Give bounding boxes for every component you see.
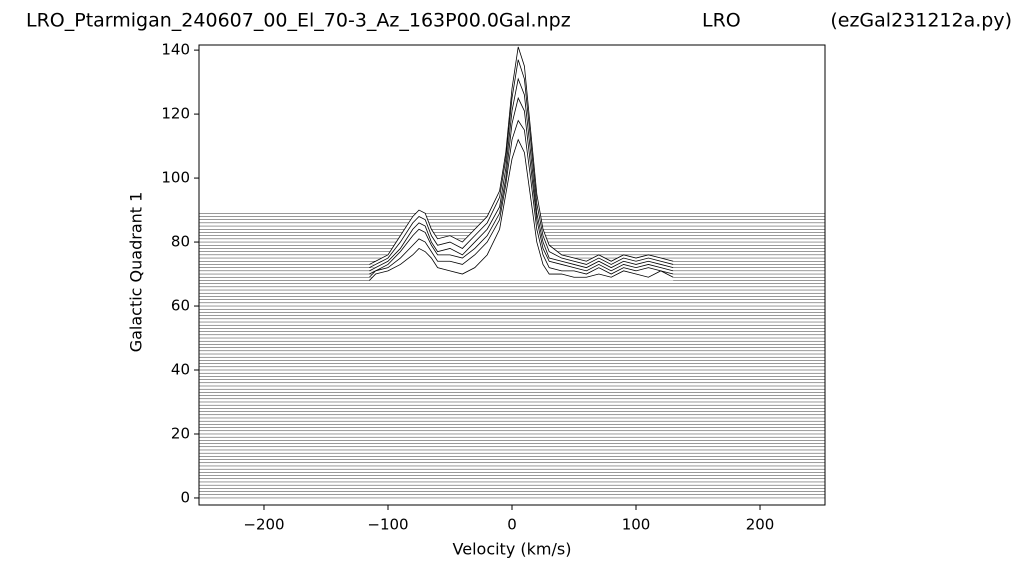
chart-title: LRO_Ptarmigan_240607_00_El_70-3_Az_163P0… [26,10,571,32]
y-tick-label: 20 [171,424,190,442]
y-tick-label: 120 [161,105,190,123]
spectrum-line [369,96,674,275]
spectrum-line [369,59,674,268]
x-tick-label: 100 [622,516,651,534]
x-tick-label: −200 [243,516,284,534]
spectrum-line [369,77,674,272]
x-tick-label: 0 [507,516,517,534]
y-tick-label: 40 [171,361,190,379]
y-tick-label: 140 [161,41,190,59]
x-tick-label: −100 [367,516,408,534]
trace-mask [369,139,674,281]
y-tick-label: 80 [171,233,190,251]
spectrum-line [369,119,674,278]
x-tick-label: 200 [746,516,775,534]
chart-subtitle: LRO [702,10,741,32]
spectrum-line [369,46,674,265]
y-tick-label: 60 [171,297,190,315]
y-axis-label: Galactic Quadrant 1 [127,192,146,353]
y-tick-label: 0 [180,488,190,506]
spectrum-line [369,138,674,281]
annotation: (ezGal231212a.py) [830,10,1012,32]
y-tick-label: 100 [161,169,190,187]
x-axis-label: Velocity (km/s) [453,540,572,559]
